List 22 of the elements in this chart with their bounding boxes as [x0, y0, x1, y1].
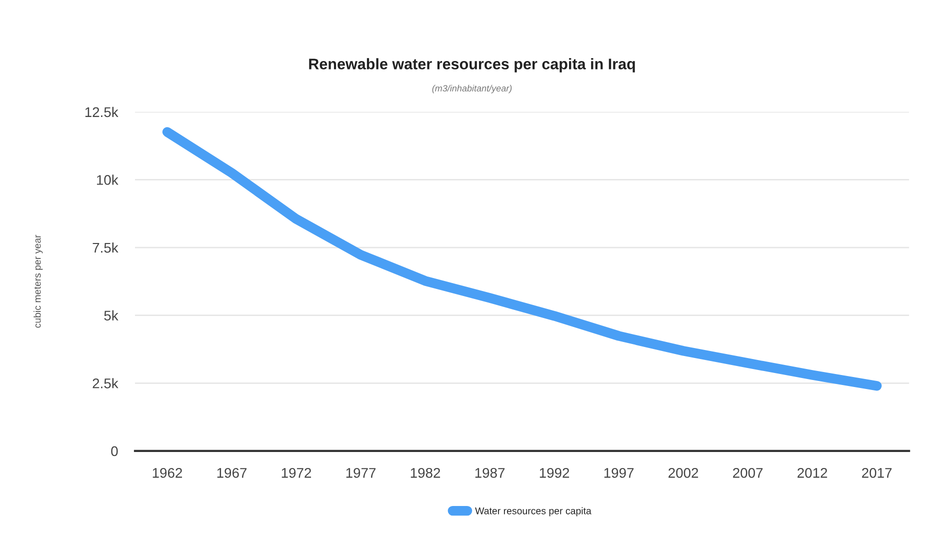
- x-tick-label: 1967: [217, 468, 247, 478]
- y-tick-label: 12.5k: [85, 106, 118, 118]
- x-tick-label: 1987: [475, 468, 505, 478]
- x-tick-label: 1972: [282, 468, 312, 478]
- legend-label: Water resources per capita: [475, 507, 592, 516]
- x-tick-label: 2002: [668, 468, 698, 478]
- y-axis-title: cubic meters per year: [34, 234, 43, 328]
- y-tick-label: 10k: [96, 174, 118, 185]
- chart-title: Renewable water resources per capita in Iraq: [309, 58, 635, 72]
- x-tick-label: 1997: [604, 468, 634, 478]
- x-tick-label: 1977: [346, 468, 376, 478]
- x-tick-label: 1962: [152, 468, 182, 478]
- x-tick-label: 1982: [410, 468, 440, 478]
- y-tick-label: 2.5k: [92, 378, 118, 388]
- x-tick-label: 2007: [733, 468, 763, 478]
- chart-subtitle: (m3/inhabitant/year): [432, 84, 512, 94]
- y-tick-label: 5k: [104, 310, 118, 321]
- x-tick-label: 1992: [540, 468, 570, 478]
- x-tick-label: 2017: [862, 468, 892, 478]
- x-tick-label: 2012: [798, 468, 828, 478]
- y-tick-label: 7.5k: [92, 242, 118, 253]
- y-tick-label: 0: [111, 446, 118, 456]
